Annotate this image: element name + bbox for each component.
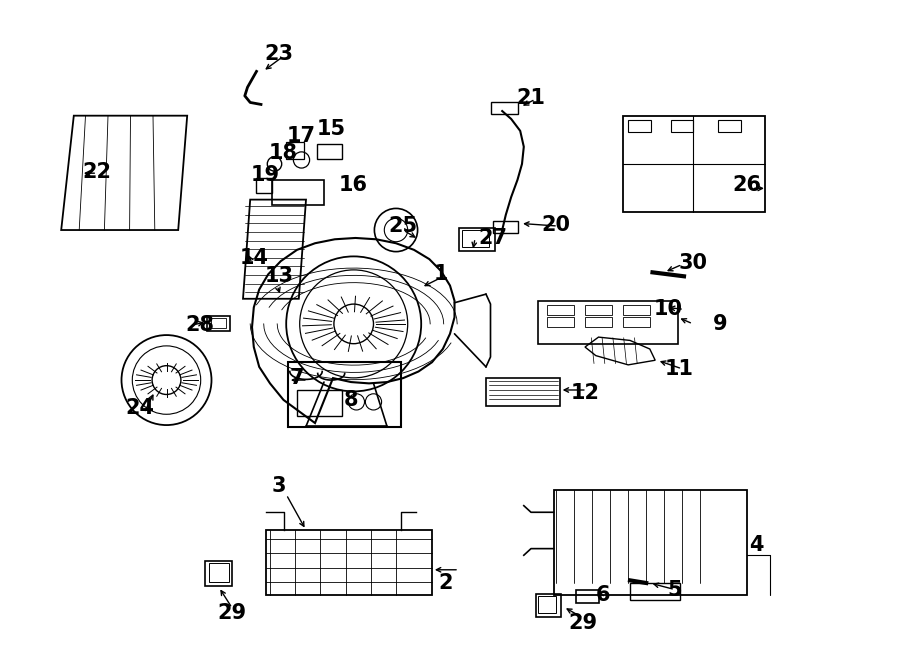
Bar bbox=[256, 178, 272, 193]
Bar bbox=[718, 120, 741, 132]
Text: 3: 3 bbox=[272, 476, 286, 496]
Text: 8: 8 bbox=[344, 390, 358, 410]
Bar bbox=[207, 316, 230, 330]
Text: 27: 27 bbox=[479, 228, 508, 248]
Text: 5: 5 bbox=[668, 580, 682, 600]
Bar bbox=[209, 563, 229, 582]
Text: 21: 21 bbox=[517, 88, 545, 108]
Text: 22: 22 bbox=[83, 162, 112, 182]
Text: 17: 17 bbox=[287, 126, 316, 145]
Bar bbox=[670, 120, 693, 132]
Bar bbox=[317, 144, 342, 159]
Text: 1: 1 bbox=[434, 264, 448, 284]
Text: 29: 29 bbox=[218, 603, 247, 623]
Bar bbox=[459, 228, 495, 251]
Text: 10: 10 bbox=[653, 299, 682, 319]
Bar bbox=[585, 305, 612, 315]
Bar bbox=[585, 317, 612, 327]
Bar bbox=[623, 317, 650, 327]
Bar bbox=[266, 530, 432, 595]
Text: 13: 13 bbox=[265, 266, 293, 286]
Bar bbox=[630, 583, 680, 600]
Bar bbox=[491, 102, 518, 114]
Bar bbox=[536, 594, 561, 617]
Bar bbox=[211, 318, 226, 328]
Text: 16: 16 bbox=[338, 175, 367, 195]
Bar bbox=[462, 230, 489, 247]
Bar bbox=[576, 590, 598, 603]
Bar bbox=[623, 305, 650, 315]
Text: 12: 12 bbox=[571, 383, 599, 403]
Text: 26: 26 bbox=[733, 175, 761, 195]
Text: 29: 29 bbox=[569, 613, 598, 633]
Bar bbox=[297, 390, 342, 416]
Text: 4: 4 bbox=[749, 535, 763, 555]
Text: 28: 28 bbox=[185, 315, 214, 335]
Bar bbox=[547, 317, 574, 327]
Bar bbox=[547, 305, 574, 315]
Bar bbox=[286, 142, 304, 159]
Text: 6: 6 bbox=[596, 585, 610, 605]
Text: 25: 25 bbox=[389, 216, 418, 236]
Text: 23: 23 bbox=[265, 44, 293, 64]
Text: 20: 20 bbox=[542, 215, 571, 235]
Bar bbox=[272, 180, 324, 205]
Bar bbox=[288, 362, 400, 427]
Bar bbox=[538, 596, 556, 613]
Text: 7: 7 bbox=[290, 368, 304, 388]
Bar bbox=[486, 378, 560, 406]
Text: 19: 19 bbox=[251, 165, 280, 185]
Bar bbox=[205, 561, 232, 586]
Text: 15: 15 bbox=[317, 119, 346, 139]
Bar bbox=[493, 221, 518, 233]
Text: 2: 2 bbox=[438, 573, 453, 593]
Text: 18: 18 bbox=[269, 143, 298, 163]
Bar bbox=[538, 301, 678, 344]
Text: 9: 9 bbox=[713, 314, 727, 334]
Bar bbox=[628, 120, 651, 132]
Text: 24: 24 bbox=[125, 399, 154, 418]
Text: 30: 30 bbox=[679, 253, 707, 273]
Bar bbox=[623, 116, 765, 212]
Text: 11: 11 bbox=[665, 359, 694, 379]
Text: 14: 14 bbox=[239, 248, 268, 268]
Bar bbox=[554, 490, 747, 595]
